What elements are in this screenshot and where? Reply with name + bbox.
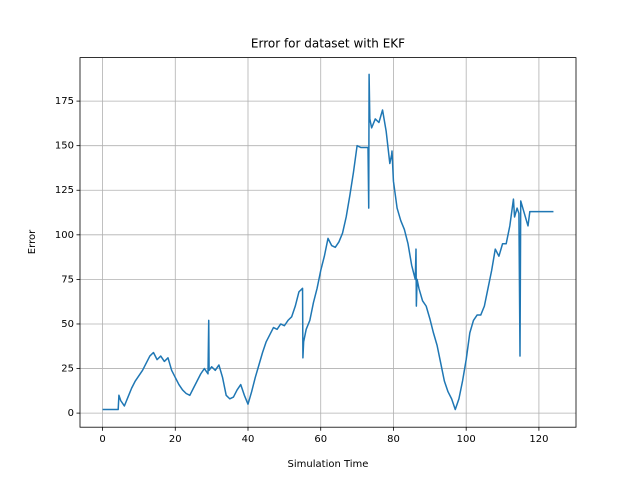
y-tick-label: 50	[61, 319, 74, 330]
x-tick-label: 20	[169, 434, 182, 445]
y-tick-label: 0	[68, 408, 74, 419]
y-tick-label: 75	[61, 274, 74, 285]
y-axis-label: Error	[27, 229, 38, 254]
x-tick-label: 60	[314, 434, 327, 445]
x-axis-label: Simulation Time	[288, 459, 369, 470]
data-line	[102, 73, 554, 411]
y-tick-label: 175	[55, 96, 74, 107]
plot-frame	[79, 57, 577, 428]
y-tick-label: 25	[61, 364, 74, 375]
x-tick-label: 80	[387, 434, 400, 445]
x-tick-label: 40	[242, 434, 255, 445]
x-tick-label: 100	[457, 434, 476, 445]
y-tick-label: 100	[55, 230, 74, 241]
x-tick-label: 120	[529, 434, 548, 445]
y-tick-label: 125	[55, 185, 74, 196]
y-tick-label: 150	[55, 141, 74, 152]
chart-title: Error for dataset with EKF	[251, 37, 405, 51]
x-tick-label: 0	[99, 434, 105, 445]
